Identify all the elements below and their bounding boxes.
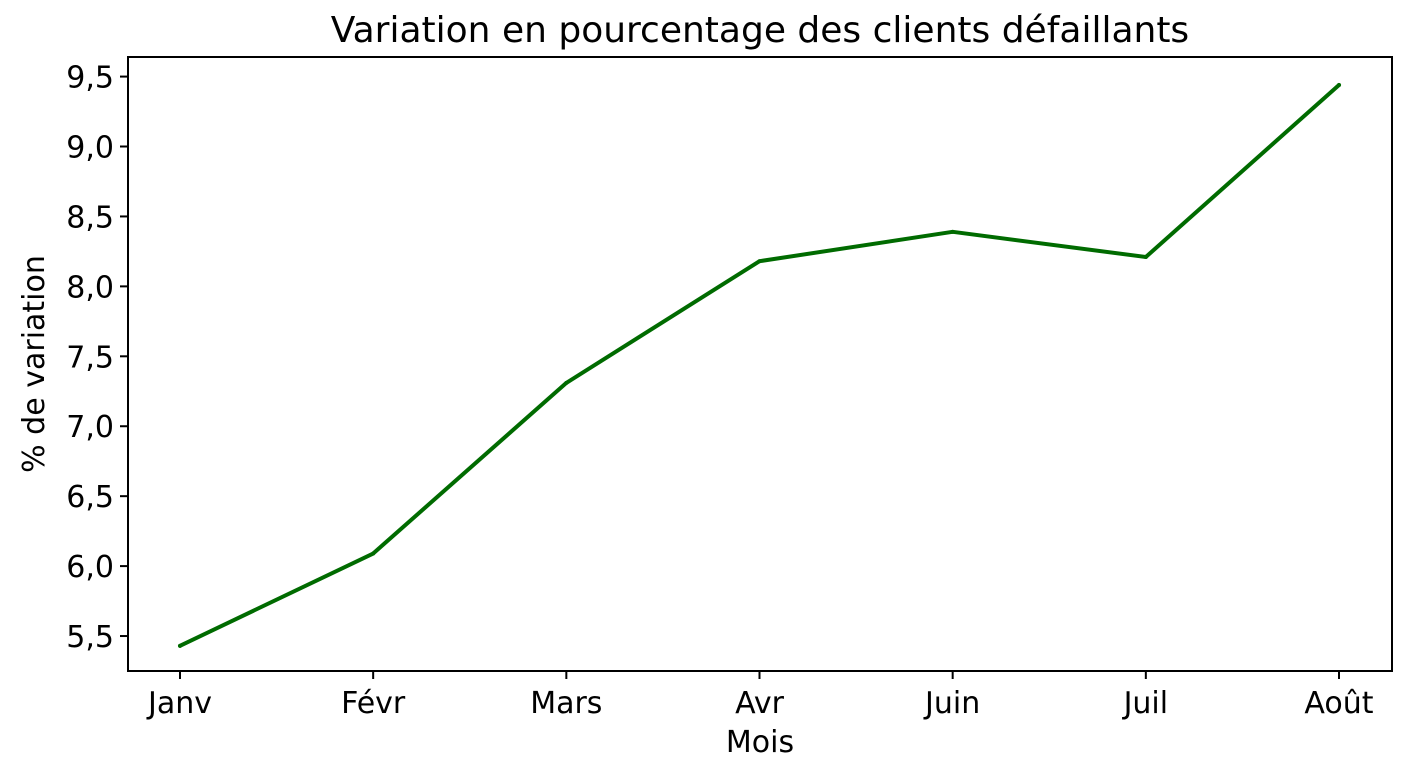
y-tick-label: 7,0 (66, 410, 114, 445)
y-tick-label: 9,5 (66, 61, 114, 96)
y-axis-label: % de variation (17, 255, 52, 473)
data-point (950, 229, 955, 234)
data-point (1143, 255, 1148, 260)
y-tick-label: 7,5 (66, 340, 114, 375)
chart-title: Variation en pourcentage des clients déf… (331, 10, 1189, 51)
x-tick-label: Janv (146, 686, 212, 721)
data-point (564, 380, 569, 385)
x-tick-label: Mars (530, 686, 602, 721)
x-tick-label: Août (1304, 686, 1373, 721)
x-axis-label: Mois (726, 725, 794, 760)
data-point (371, 551, 376, 556)
y-tick-label: 6,5 (66, 480, 114, 515)
x-tick-label: Juil (1122, 686, 1169, 721)
y-tick-label: 8,5 (66, 200, 114, 235)
x-axis: Janv Févr Mars Avr Juin Juil Août (146, 671, 1374, 721)
data-point (1337, 82, 1341, 87)
x-tick-label: Juin (923, 686, 980, 721)
y-tick-label: 8,0 (66, 270, 114, 305)
x-tick-label: Févr (341, 686, 406, 721)
y-tick-label: 9,0 (66, 131, 114, 166)
x-tick-label: Avr (735, 686, 785, 721)
y-tick-label: 5,5 (66, 620, 114, 655)
data-point (178, 643, 182, 648)
data-point (757, 259, 762, 264)
y-axis: 5,5 6,0 6,5 7,0 7,5 8,0 8,5 9,0 9,5 (66, 61, 128, 655)
y-tick-label: 6,0 (66, 550, 114, 585)
plot-area (178, 82, 1341, 648)
